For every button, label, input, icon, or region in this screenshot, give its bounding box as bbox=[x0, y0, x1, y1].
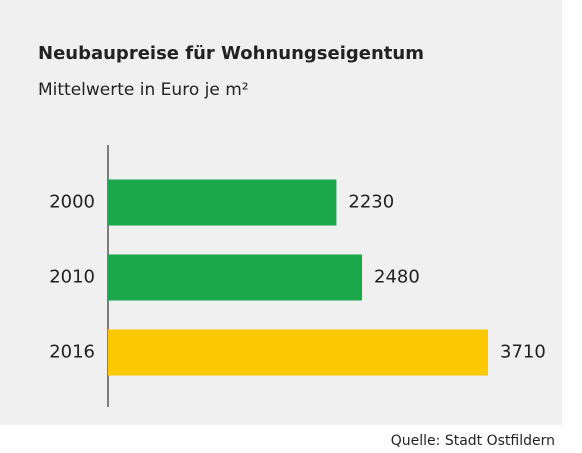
category-label: 2010 bbox=[49, 267, 95, 288]
category-label: 2000 bbox=[49, 192, 95, 213]
category-label: 2016 bbox=[49, 342, 95, 363]
value-label: 2480 bbox=[374, 267, 420, 288]
bar bbox=[108, 254, 363, 301]
source: Quelle: Stadt Ostfildern bbox=[391, 433, 555, 449]
chart-title: Neubaupreise für Wohnungseigentum bbox=[38, 43, 424, 64]
value-label: 2230 bbox=[348, 192, 394, 213]
chart-subtitle: Mittelwerte in Euro je m² bbox=[38, 80, 249, 100]
bar bbox=[108, 179, 337, 226]
value-label: 3710 bbox=[500, 342, 546, 363]
bar bbox=[108, 329, 488, 376]
